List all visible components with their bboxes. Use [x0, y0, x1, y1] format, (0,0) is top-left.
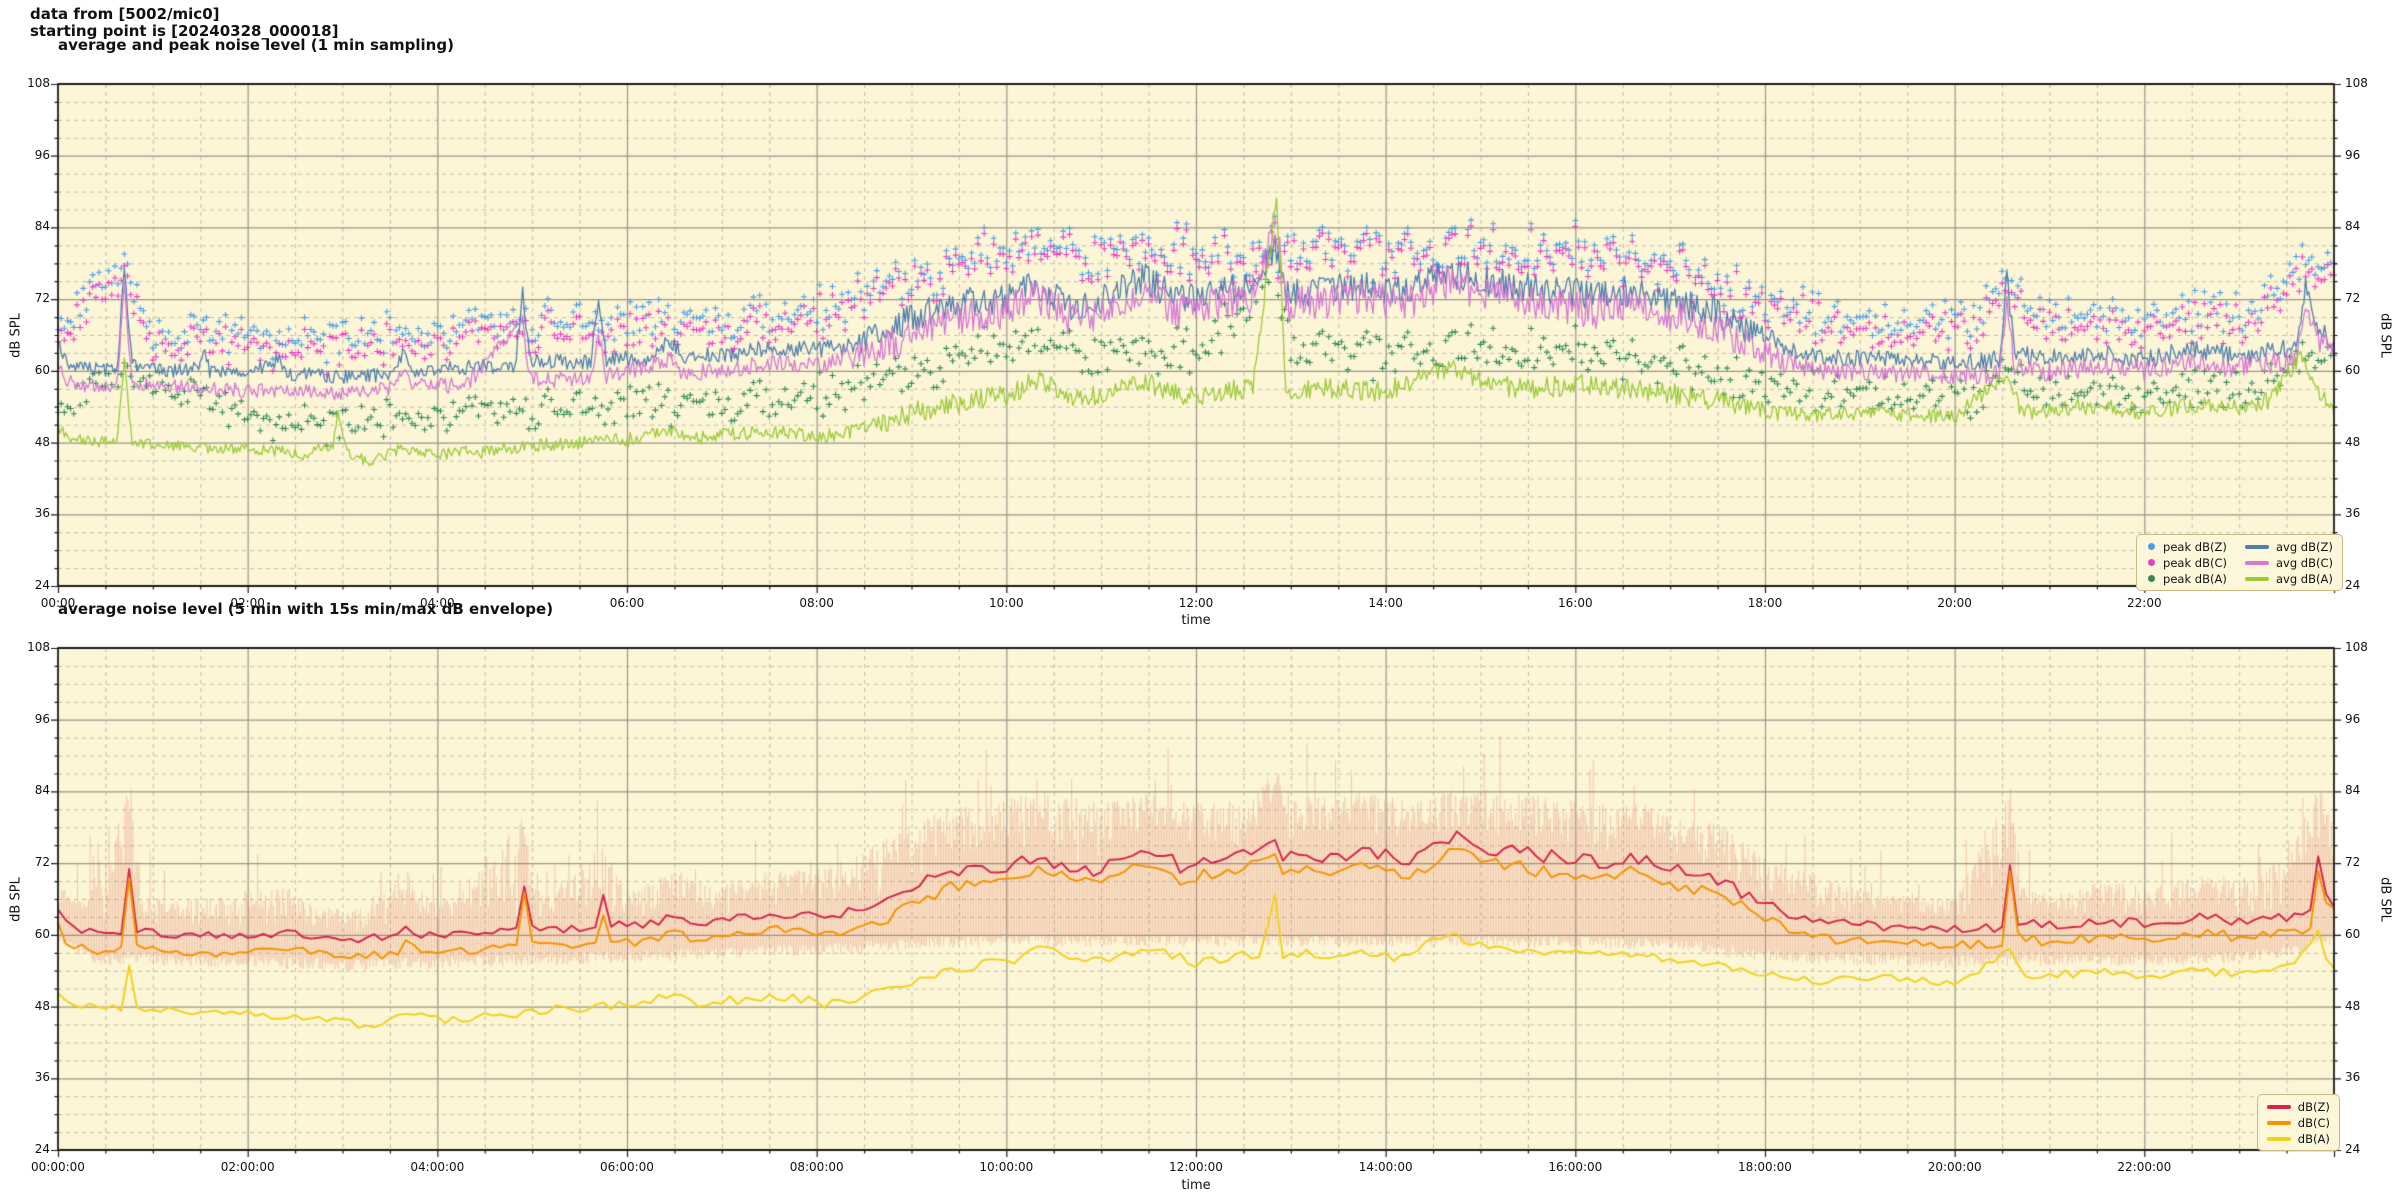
legend-entry: peak dB(C): [2146, 555, 2227, 570]
x-tick-label: 14:00:00: [1358, 1160, 1413, 1174]
y-tick-label: 108: [27, 76, 50, 90]
y-tick-label: 24: [34, 1142, 50, 1156]
legend-entry: avg dB(Z): [2244, 539, 2333, 554]
x-tick-label: 18:00:00: [1738, 1160, 1792, 1174]
y-tick-label-right: 60: [2345, 362, 2361, 377]
legend-line-swatch: [2244, 560, 2269, 565]
x-tick-label: 20:00: [1937, 596, 1972, 610]
x-tick-label: 04:00:00: [410, 1160, 465, 1174]
legend-label: dB(A): [2297, 1131, 2330, 1146]
legend-line-swatch: [2244, 576, 2269, 581]
x-tick-label: 00:00: [40, 596, 76, 610]
legend-label: avg dB(Z): [2275, 539, 2333, 554]
y-tick-label-right: 108: [2345, 640, 2368, 654]
chart2-x-axis-label: time: [1181, 1178, 1211, 1193]
y-tick-label-right: 96: [2345, 147, 2361, 162]
legend-label: peak dB(A): [2163, 571, 2227, 586]
chart2-y-axis-label-left: dB SPL: [8, 877, 24, 922]
legend-label: peak dB(Z): [2163, 539, 2227, 554]
legend-entry: avg dB(C): [2244, 555, 2333, 570]
legend-dot-marker: [2148, 543, 2156, 550]
y-tick-label-right: 36: [2345, 1070, 2361, 1085]
y-tick-label: 96: [34, 711, 50, 726]
x-tick-label: 12:00:00: [1169, 1160, 1223, 1174]
x-tick-label: 02:00:00: [220, 1160, 275, 1174]
y-tick-label-right: 84: [2345, 219, 2361, 234]
x-tick-label: 02:00: [230, 596, 265, 610]
y-tick-label-right: 48: [2345, 998, 2361, 1013]
legend-label: dB(C): [2297, 1115, 2330, 1130]
y-tick-label-right: 24: [2345, 1142, 2361, 1156]
x-tick-label: 10:00: [989, 596, 1024, 610]
legend-entry: peak dB(A): [2146, 571, 2227, 586]
legend-label: avg dB(A): [2275, 571, 2333, 586]
x-tick-label: 16:00:00: [1548, 1160, 1603, 1174]
x-tick-label: 12:00: [1178, 596, 1214, 610]
y-tick-label: 72: [34, 291, 50, 306]
chart1-y-axis-label-right: dB SPL: [2377, 313, 2393, 358]
y-tick-label-right: 24: [2345, 578, 2361, 592]
x-tick-label: 22:00: [2127, 596, 2162, 610]
y-tick-label: 84: [34, 783, 50, 798]
y-tick-label-right: 60: [2345, 926, 2361, 941]
legend-label: avg dB(C): [2275, 555, 2333, 570]
y-tick-label: 60: [34, 926, 50, 941]
x-tick-label: 08:00:00: [789, 1160, 844, 1174]
x-tick-label: 00:00:00: [31, 1160, 85, 1174]
x-tick-label: 10:00:00: [979, 1160, 1034, 1174]
legend-line-swatch: [2266, 1120, 2291, 1125]
y-tick-label-right: 36: [2345, 506, 2361, 521]
y-tick-label: 36: [34, 506, 50, 521]
x-tick-label: 08:00: [799, 596, 834, 610]
y-tick-label-right: 48: [2345, 434, 2361, 449]
y-tick-label: 48: [34, 434, 50, 449]
legend-entry: dB(C): [2266, 1115, 2330, 1130]
x-tick-label: 14:00: [1368, 596, 1403, 610]
y-tick-label-right: 72: [2345, 855, 2361, 870]
chart2-title: average noise level (5 min with 15s min/…: [58, 600, 554, 618]
chart1-legend: peak dB(Z) peak dB(C) peak dB(A) avg dB(Z) a…: [2136, 534, 2343, 591]
chart1-y-axis-label-left: dB SPL: [8, 313, 24, 358]
y-tick-label-right: 108: [2345, 76, 2368, 90]
x-tick-label: 06:00:00: [600, 1160, 654, 1174]
y-tick-label: 108: [27, 640, 50, 654]
x-tick-label: 04:00: [420, 596, 455, 610]
legend-entry: dB(A): [2266, 1131, 2330, 1146]
chart1-x-axis-label: time: [1181, 613, 1211, 628]
header-starting-point: starting point is [20240328_000018]: [30, 22, 339, 40]
y-tick-label: 36: [34, 1070, 50, 1085]
chart2-legend: dB(Z) dB(C) dB(A): [2256, 1094, 2340, 1151]
chart1-title: average and peak noise level (1 min samp…: [58, 36, 454, 54]
legend-entry: avg dB(A): [2244, 571, 2333, 586]
legend-label: dB(Z): [2297, 1099, 2330, 1114]
y-tick-label: 24: [34, 578, 50, 592]
legend-dot-marker: [2148, 575, 2156, 582]
y-tick-label: 84: [34, 219, 50, 234]
chart2-y-axis-label-right: dB SPL: [2377, 877, 2393, 922]
legend-dot-marker: [2148, 559, 2156, 566]
legend-label: peak dB(C): [2163, 555, 2227, 570]
x-tick-label: 16:00: [1558, 596, 1593, 610]
legend-entry: peak dB(Z): [2146, 539, 2227, 554]
legend-entry: dB(Z): [2266, 1099, 2330, 1114]
x-tick-label: 20:00:00: [1927, 1160, 1982, 1174]
y-tick-label-right: 84: [2345, 783, 2361, 798]
figure-header: data from [5002/mic0] starting point is …: [30, 6, 338, 40]
legend-line-swatch: [2266, 1136, 2291, 1141]
legend-line-swatch: [2244, 544, 2269, 549]
x-tick-label: 06:00: [609, 596, 645, 610]
x-tick-label: 22:00:00: [2117, 1160, 2172, 1174]
chart2-plot-area: [44, 634, 2348, 1164]
y-tick-label: 48: [34, 998, 50, 1013]
header-data-source: data from [5002/mic0]: [30, 5, 220, 23]
y-tick-label: 72: [34, 855, 50, 870]
y-tick-label: 60: [34, 362, 50, 377]
legend-line-swatch: [2266, 1104, 2291, 1109]
y-tick-label-right: 72: [2345, 291, 2361, 306]
x-tick-label: 18:00: [1747, 596, 1783, 610]
chart1-plot-area: [44, 70, 2348, 600]
y-tick-label-right: 96: [2345, 711, 2361, 726]
y-tick-label: 96: [34, 147, 50, 162]
